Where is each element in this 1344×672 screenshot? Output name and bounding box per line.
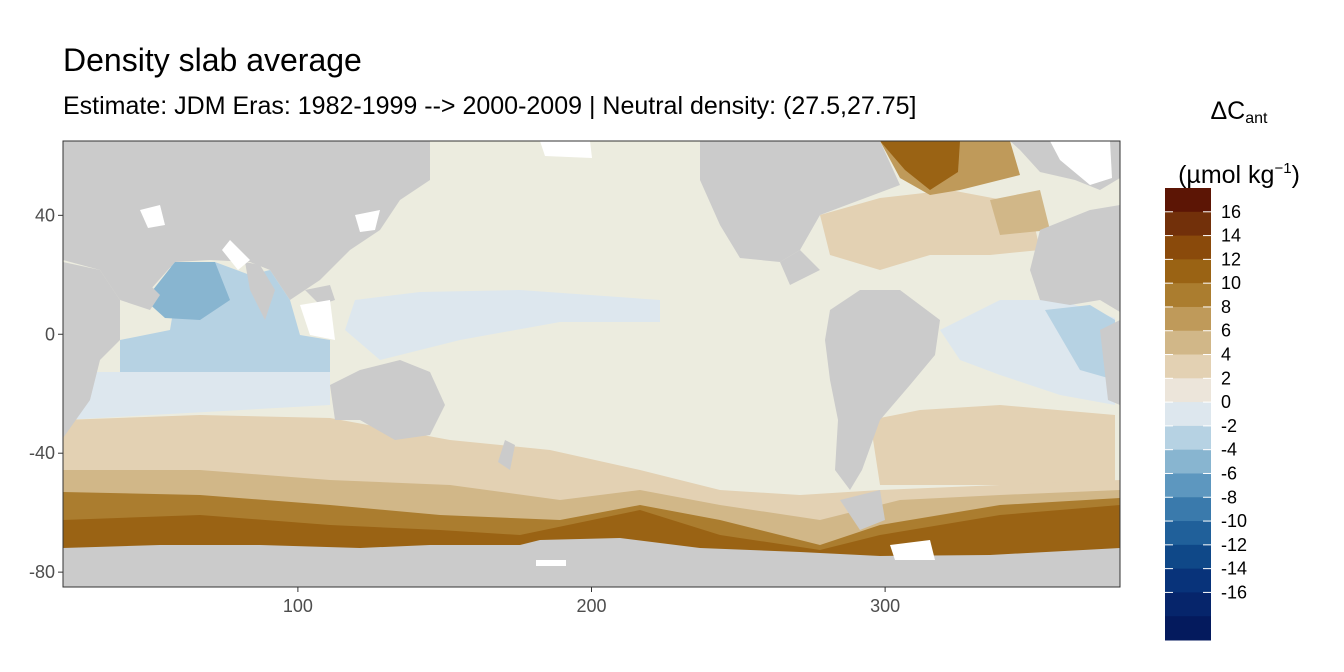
south-indian-field (63, 372, 330, 420)
legend-label: -4 (1221, 440, 1237, 460)
y-tick-label: 40 (35, 205, 55, 225)
legend-swatch (1165, 449, 1211, 474)
x-tick-label: 100 (283, 596, 313, 616)
missing-data (140, 141, 1112, 566)
legend-label: -2 (1221, 416, 1237, 436)
legend-label: 8 (1221, 297, 1231, 317)
legend-label: 14 (1221, 226, 1241, 246)
legend-swatch (1165, 592, 1211, 617)
legend-swatch (1165, 521, 1211, 546)
legend-label: -14 (1221, 559, 1247, 579)
legend-label: -8 (1221, 487, 1237, 507)
legend-title: ΔCant (µmol kg−1) (1164, 86, 1314, 200)
map-panel (63, 141, 1120, 587)
legend-swatch (1165, 473, 1211, 498)
legend-label: -16 (1221, 582, 1247, 602)
legend-label: -12 (1221, 535, 1247, 555)
legend-colorbar: 16 14 12 10 8 6 4 2 0 -2 -4 -6 -8 -10 -12 -14 -16 (1165, 188, 1247, 641)
legend-unit: (µmol kg (1178, 161, 1275, 189)
chart-title: Density slab average (63, 42, 362, 78)
legend-swatch (1165, 568, 1211, 593)
legend-swatch (1165, 544, 1211, 570)
equatorial-pacific-field (345, 290, 660, 360)
land (63, 141, 1120, 587)
legend-swatch (1165, 425, 1211, 451)
arabian-sea-field (145, 262, 230, 320)
legend-label: 10 (1221, 273, 1241, 293)
legend-symbol: ΔC (1210, 97, 1246, 125)
legend-label: 4 (1221, 345, 1231, 365)
south-atlantic-field (870, 405, 1115, 485)
x-tick-label: 200 (576, 596, 606, 616)
legend-swatch (1165, 402, 1211, 427)
east-atlantic-field (1045, 305, 1115, 380)
legend-swatch (1165, 306, 1211, 332)
legend-subscript: ant (1245, 110, 1268, 127)
legend-swatch (1165, 354, 1211, 379)
legend-swatch (1165, 259, 1211, 284)
y-axis: 40 0 -40 -80 (29, 205, 63, 582)
legend-swatch (1165, 497, 1211, 522)
chart-subtitle: Estimate: JDM Eras: 1982-1999 --> 2000-2… (63, 92, 917, 120)
legend-swatch (1165, 188, 1211, 213)
legend-label: -10 (1221, 511, 1247, 531)
legend-swatch (1165, 283, 1211, 308)
legend-swatch (1165, 211, 1211, 237)
legend-swatch (1165, 616, 1211, 641)
legend-label: 6 (1221, 321, 1231, 341)
legend-unit-close: ) (1291, 161, 1300, 189)
indian-ocean-field (120, 262, 330, 380)
legend-label: -6 (1221, 463, 1237, 483)
labrador-sea-field (880, 141, 960, 190)
northeast-atlantic-field (990, 190, 1050, 235)
legend-unit-exponent: −1 (1274, 160, 1292, 177)
north-atlantic-field (820, 190, 1040, 270)
y-tick-label: 0 (45, 324, 55, 344)
legend-swatch (1165, 330, 1211, 356)
legend-label: 0 (1221, 392, 1231, 412)
legend-swatch (1165, 235, 1211, 260)
x-axis: 100 200 300 (283, 587, 900, 616)
y-tick-label: -40 (29, 443, 55, 463)
legend-label: 12 (1221, 249, 1241, 269)
legend-label: 16 (1221, 202, 1241, 222)
legend-label: 2 (1221, 368, 1231, 388)
legend-swatch (1165, 378, 1211, 403)
x-tick-label: 300 (870, 596, 900, 616)
y-tick-label: -80 (29, 562, 55, 582)
